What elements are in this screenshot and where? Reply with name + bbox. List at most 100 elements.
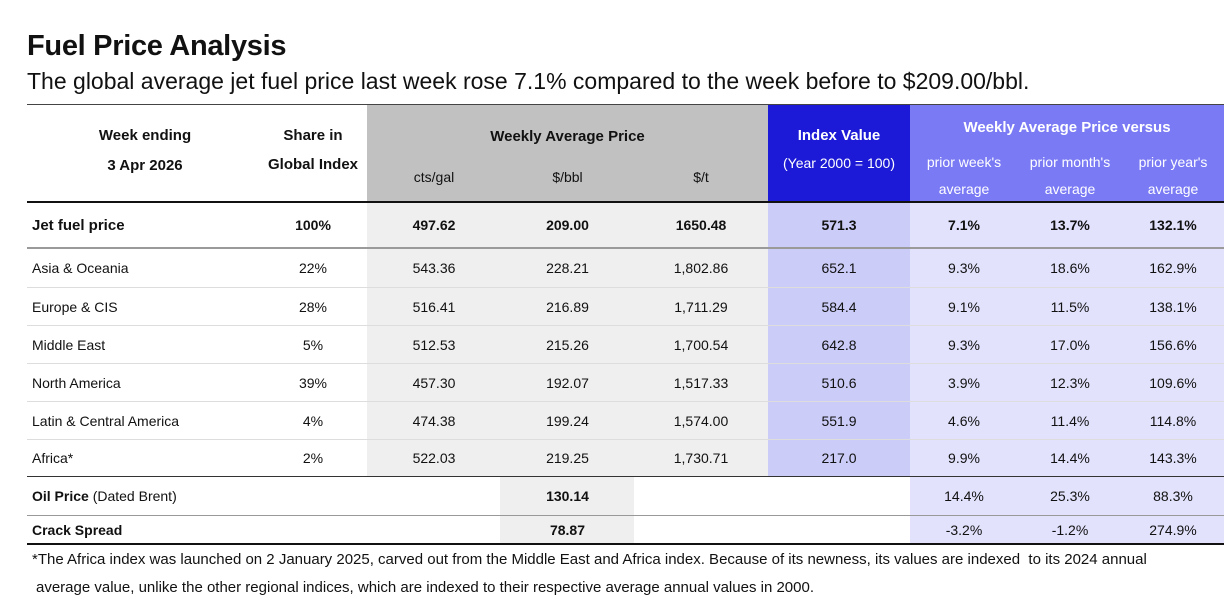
row-label: Latin & Central America <box>32 412 180 429</box>
header-prior-month-1: prior month's <box>1029 154 1111 170</box>
cell-prior-week: 9.9% <box>948 450 980 466</box>
cell-bbl: 219.25 <box>546 450 589 466</box>
cell-bbl: 199.24 <box>546 412 589 429</box>
cell-prior-year: 114.8% <box>1149 412 1197 429</box>
versus-body-bg <box>910 202 1224 544</box>
cell-prior-year: 156.6% <box>1149 336 1197 353</box>
cell-share: 5% <box>302 336 324 353</box>
cell-share: 2% <box>302 450 324 466</box>
cell-share: 4% <box>302 412 324 429</box>
cell-prior-week: 3.9% <box>948 374 980 391</box>
cell-cts-gal: 457.30 <box>412 374 456 391</box>
fuel-price-table: Week ending 3 Apr 2026 Share in Global I… <box>27 104 1224 545</box>
row-label: Africa* <box>32 450 74 466</box>
price-oil-bg <box>500 476 634 544</box>
cell-bbl: 130.14 <box>546 488 589 504</box>
header-index-value: Index Value <box>797 126 881 144</box>
header-unit-cts-gal: cts/gal <box>413 169 455 185</box>
cell-t: 1,802.86 <box>673 260 729 276</box>
cell-t: 1650.48 <box>675 217 727 233</box>
cell-prior-year: 274.9% <box>1149 521 1197 538</box>
cell-prior-year: 162.9% <box>1149 260 1197 276</box>
oil-label-bold: Oil Price <box>32 488 89 504</box>
cell-index: 652.1 <box>821 260 857 276</box>
footnote-line-2: average value, unlike the other regional… <box>36 579 814 596</box>
cell-prior-week: 14.4% <box>944 488 984 504</box>
rule-row <box>27 439 1224 440</box>
header-week-ending: Week ending <box>98 126 192 144</box>
cell-index: 642.8 <box>821 336 857 353</box>
header-unit-bbl: $/bbl <box>552 169 583 185</box>
header-prior-week-2: average <box>938 181 990 197</box>
cell-prior-month: -1.2% <box>1051 521 1089 538</box>
row-label: Europe & CIS <box>32 298 118 315</box>
rule-row <box>27 325 1224 326</box>
rule-jet <box>27 247 1224 249</box>
cell-prior-year: 138.1% <box>1149 298 1197 315</box>
row-label: Crack Spread <box>32 521 123 538</box>
cell-share: 39% <box>298 374 328 391</box>
cell-bbl: 209.00 <box>546 217 589 233</box>
cell-prior-year: 143.3% <box>1149 450 1197 466</box>
cell-prior-week: -3.2% <box>945 521 983 538</box>
row-label: Oil Price (Dated Brent) <box>27 477 263 515</box>
header-share-line1: Share in <box>283 126 343 144</box>
rule-header <box>27 201 1224 203</box>
row-label: North America <box>32 374 121 391</box>
cell-prior-month: 25.3% <box>1050 488 1090 504</box>
cell-prior-week: 9.3% <box>948 336 980 353</box>
cell-t: 1,700.54 <box>673 336 729 353</box>
cell-prior-month: 14.4% <box>1050 450 1090 466</box>
rule-bottom <box>27 543 1224 545</box>
cell-prior-month: 11.4% <box>1050 412 1090 429</box>
header-unit-t: $/t <box>693 169 709 185</box>
cell-prior-month: 11.5% <box>1050 298 1090 315</box>
header-weekly-average-price: Weekly Average Price <box>490 127 645 145</box>
cell-share: 100% <box>295 217 331 233</box>
cell-cts-gal: 474.38 <box>412 412 456 429</box>
rule-row <box>27 287 1224 288</box>
versus-header-bg <box>910 104 1224 202</box>
cell-prior-year: 132.1% <box>1149 217 1197 233</box>
row-label: Asia & Oceania <box>32 260 129 276</box>
cell-prior-month: 18.6% <box>1050 260 1090 276</box>
header-prior-month-2: average <box>1044 181 1096 197</box>
cell-bbl: 78.87 <box>549 521 586 538</box>
cell-bbl: 215.26 <box>546 336 589 353</box>
rule-regions-end <box>27 476 1224 477</box>
cell-prior-week: 9.3% <box>948 260 980 276</box>
cell-cts-gal: 512.53 <box>412 336 456 353</box>
cell-cts-gal: 516.41 <box>412 298 456 315</box>
rule-oil <box>27 515 1224 516</box>
cell-index: 584.4 <box>821 298 857 315</box>
cell-bbl: 216.89 <box>546 298 589 315</box>
cell-t: 1,711.29 <box>674 298 728 315</box>
cell-index: 571.3 <box>821 217 857 233</box>
cell-prior-year: 109.6% <box>1149 374 1197 391</box>
cell-index: 551.9 <box>821 412 857 429</box>
cell-cts-gal: 543.36 <box>412 260 456 276</box>
cell-prior-month: 12.3% <box>1050 374 1090 391</box>
cell-t: 1,730.71 <box>673 450 729 466</box>
cell-index: 217.0 <box>821 450 857 466</box>
cell-prior-week: 7.1% <box>948 217 980 233</box>
row-label: Jet fuel price <box>32 216 125 234</box>
cell-prior-year: 88.3% <box>1153 488 1193 504</box>
cell-index: 510.6 <box>821 374 857 391</box>
cell-bbl: 192.07 <box>546 374 589 391</box>
cell-cts-gal: 497.62 <box>412 217 456 233</box>
cell-share: 28% <box>298 298 328 315</box>
header-prior-year-1: prior year's <box>1138 154 1208 170</box>
rule-top <box>27 104 1224 105</box>
footnote-line-1: *The Africa index was launched on 2 Janu… <box>32 551 1147 568</box>
header-prior-year-2: average <box>1147 181 1199 197</box>
row-label: Middle East <box>32 336 106 353</box>
index-header-bg <box>768 104 910 202</box>
cell-bbl: 228.21 <box>546 260 589 276</box>
page-subtitle: The global average jet fuel price last w… <box>27 68 1030 94</box>
header-week-date: 3 Apr 2026 <box>107 156 183 174</box>
rule-row <box>27 363 1224 364</box>
cell-share: 22% <box>298 260 328 276</box>
cell-t: 1,517.33 <box>673 374 729 391</box>
footnote: *The Africa index was launched on 2 Janu… <box>32 546 1222 602</box>
